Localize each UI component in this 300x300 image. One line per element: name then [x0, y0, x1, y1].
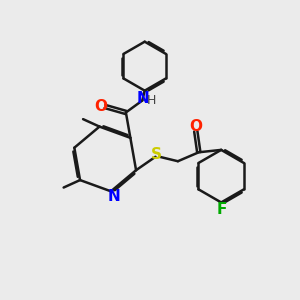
- Text: H: H: [147, 94, 157, 107]
- Text: O: O: [94, 99, 107, 114]
- Text: N: N: [136, 91, 149, 106]
- Text: F: F: [217, 202, 227, 217]
- Text: N: N: [108, 189, 121, 204]
- Text: O: O: [189, 119, 202, 134]
- Text: S: S: [151, 147, 162, 162]
